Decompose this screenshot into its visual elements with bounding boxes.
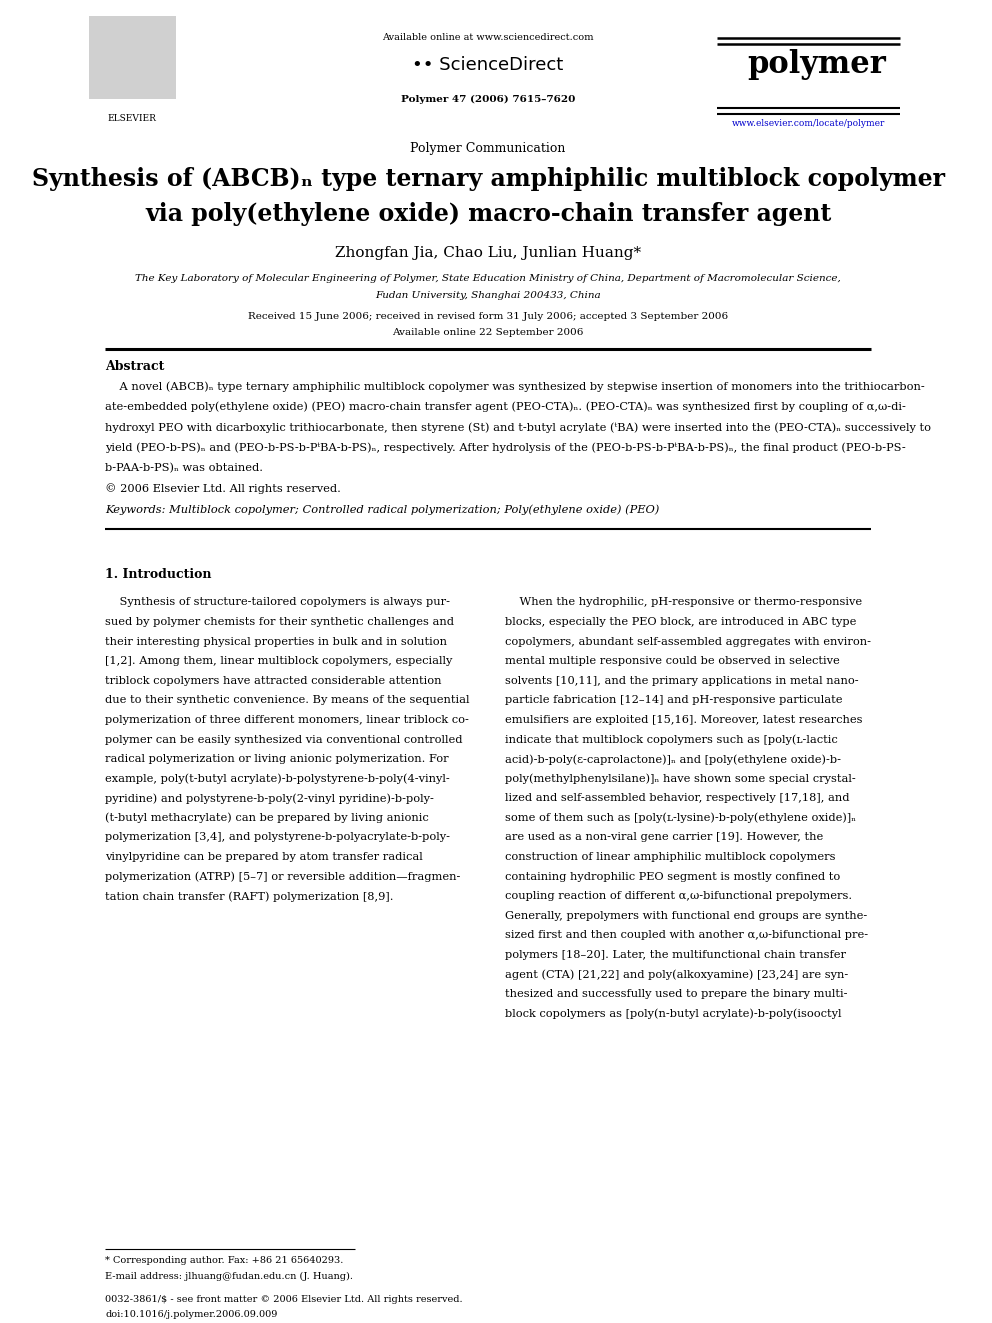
- Text: acid)-b-poly(ε-caprolactone)]ₙ and [poly(ethylene oxide)-b-: acid)-b-poly(ε-caprolactone)]ₙ and [poly…: [505, 754, 840, 765]
- Text: A novel (ABCB)ₙ type ternary amphiphilic multiblock copolymer was synthesized by: A novel (ABCB)ₙ type ternary amphiphilic…: [105, 381, 926, 392]
- Text: sued by polymer chemists for their synthetic challenges and: sued by polymer chemists for their synth…: [105, 617, 454, 627]
- Text: tation chain transfer (RAFT) polymerization [8,9].: tation chain transfer (RAFT) polymerizat…: [105, 892, 394, 902]
- Text: Fudan University, Shanghai 200433, China: Fudan University, Shanghai 200433, China: [375, 291, 601, 300]
- Text: Available online at www.sciencedirect.com: Available online at www.sciencedirect.co…: [382, 33, 594, 42]
- Text: (t-butyl methacrylate) can be prepared by living anionic: (t-butyl methacrylate) can be prepared b…: [105, 812, 430, 823]
- Text: polymerization (ATRP) [5–7] or reversible addition—fragmen-: polymerization (ATRP) [5–7] or reversibl…: [105, 872, 460, 882]
- Text: Available online 22 September 2006: Available online 22 September 2006: [393, 328, 583, 337]
- Text: mental multiple responsive could be observed in selective: mental multiple responsive could be obse…: [505, 656, 839, 667]
- Text: due to their synthetic convenience. By means of the sequential: due to their synthetic convenience. By m…: [105, 696, 470, 705]
- Text: © 2006 Elsevier Ltd. All rights reserved.: © 2006 Elsevier Ltd. All rights reserved…: [105, 483, 341, 495]
- Text: Polymer 47 (2006) 7615–7620: Polymer 47 (2006) 7615–7620: [401, 95, 575, 105]
- Text: via poly(ethylene oxide) macro-chain transfer agent: via poly(ethylene oxide) macro-chain tra…: [145, 202, 831, 226]
- Text: Abstract: Abstract: [105, 360, 165, 373]
- Text: yield (PEO-b-PS)ₙ and (PEO-b-PS-b-PᵗBA-b-PS)ₙ, respectively. After hydrolysis of: yield (PEO-b-PS)ₙ and (PEO-b-PS-b-PᵗBA-b…: [105, 442, 906, 452]
- Text: polymerization [3,4], and polystyrene-b-polyacrylate-b-poly-: polymerization [3,4], and polystyrene-b-…: [105, 832, 450, 843]
- Text: emulsifiers are exploited [15,16]. Moreover, latest researches: emulsifiers are exploited [15,16]. Moreo…: [505, 714, 862, 725]
- Text: polymer: polymer: [747, 49, 886, 79]
- Text: Synthesis of structure-tailored copolymers is always pur-: Synthesis of structure-tailored copolyme…: [105, 598, 450, 607]
- Text: sized first and then coupled with another α,ω-bifunctional pre-: sized first and then coupled with anothe…: [505, 930, 868, 941]
- Text: * Corresponding author. Fax: +86 21 65640293.: * Corresponding author. Fax: +86 21 6564…: [105, 1256, 344, 1265]
- Text: are used as a non-viral gene carrier [19]. However, the: are used as a non-viral gene carrier [19…: [505, 832, 823, 843]
- Text: polymerization of three different monomers, linear triblock co-: polymerization of three different monome…: [105, 714, 469, 725]
- Text: The Key Laboratory of Molecular Engineering of Polymer, State Education Ministry: The Key Laboratory of Molecular Engineer…: [135, 274, 841, 283]
- Text: E-mail address: jlhuang@fudan.edu.cn (J. Huang).: E-mail address: jlhuang@fudan.edu.cn (J.…: [105, 1271, 353, 1281]
- Text: vinylpyridine can be prepared by atom transfer radical: vinylpyridine can be prepared by atom tr…: [105, 852, 424, 863]
- Text: their interesting physical properties in bulk and in solution: their interesting physical properties in…: [105, 636, 447, 647]
- Bar: [88, 16, 177, 99]
- Text: •• ScienceDirect: •• ScienceDirect: [413, 56, 563, 74]
- Text: construction of linear amphiphilic multiblock copolymers: construction of linear amphiphilic multi…: [505, 852, 835, 863]
- Text: doi:10.1016/j.polymer.2006.09.009: doi:10.1016/j.polymer.2006.09.009: [105, 1310, 278, 1319]
- Text: radical polymerization or living anionic polymerization. For: radical polymerization or living anionic…: [105, 754, 449, 765]
- Text: coupling reaction of different α,ω-bifunctional prepolymers.: coupling reaction of different α,ω-bifun…: [505, 892, 852, 901]
- Text: Zhongfan Jia, Chao Liu, Junlian Huang*: Zhongfan Jia, Chao Liu, Junlian Huang*: [335, 246, 641, 261]
- Text: 0032-3861/$ - see front matter © 2006 Elsevier Ltd. All rights reserved.: 0032-3861/$ - see front matter © 2006 El…: [105, 1295, 463, 1304]
- Text: Polymer Communication: Polymer Communication: [411, 142, 565, 155]
- Text: indicate that multiblock copolymers such as [poly(ʟ-lactic: indicate that multiblock copolymers such…: [505, 734, 837, 745]
- Text: solvents [10,11], and the primary applications in metal nano-: solvents [10,11], and the primary applic…: [505, 676, 858, 685]
- Text: 1. Introduction: 1. Introduction: [105, 569, 212, 581]
- Text: hydroxyl PEO with dicarboxylic trithiocarbonate, then styrene (St) and t-butyl a: hydroxyl PEO with dicarboxylic trithioca…: [105, 422, 931, 433]
- Text: When the hydrophilic, pH-responsive or thermo-responsive: When the hydrophilic, pH-responsive or t…: [505, 598, 862, 607]
- Text: polymers [18–20]. Later, the multifunctional chain transfer: polymers [18–20]. Later, the multifuncti…: [505, 950, 846, 960]
- Text: blocks, especially the PEO block, are introduced in ABC type: blocks, especially the PEO block, are in…: [505, 617, 856, 627]
- Text: example, poly(t-butyl acrylate)-b-polystyrene-b-poly(4-vinyl-: example, poly(t-butyl acrylate)-b-polyst…: [105, 774, 450, 785]
- Text: [1,2]. Among them, linear multiblock copolymers, especially: [1,2]. Among them, linear multiblock cop…: [105, 656, 452, 667]
- Text: thesized and successfully used to prepare the binary multi-: thesized and successfully used to prepar…: [505, 990, 847, 999]
- Text: agent (CTA) [21,22] and poly(alkoxyamine) [23,24] are syn-: agent (CTA) [21,22] and poly(alkoxyamine…: [505, 970, 848, 980]
- Text: ELSEVIER: ELSEVIER: [107, 114, 157, 123]
- Text: containing hydrophilic PEO segment is mostly confined to: containing hydrophilic PEO segment is mo…: [505, 872, 840, 881]
- Text: Received 15 June 2006; received in revised form 31 July 2006; accepted 3 Septemb: Received 15 June 2006; received in revis…: [248, 312, 728, 321]
- Text: copolymers, abundant self-assembled aggregates with environ-: copolymers, abundant self-assembled aggr…: [505, 636, 871, 647]
- Text: some of them such as [poly(ʟ-lysine)-b-poly(ethylene oxide)]ₙ: some of them such as [poly(ʟ-lysine)-b-p…: [505, 812, 856, 823]
- Text: Generally, prepolymers with functional end groups are synthe-: Generally, prepolymers with functional e…: [505, 910, 867, 921]
- Text: Keywords: Multiblock copolymer; Controlled radical polymerization; Poly(ethylene: Keywords: Multiblock copolymer; Controll…: [105, 504, 660, 515]
- Text: poly(methylphenylsilane)]ₙ have shown some special crystal-: poly(methylphenylsilane)]ₙ have shown so…: [505, 774, 855, 785]
- Text: b-PAA-b-PS)ₙ was obtained.: b-PAA-b-PS)ₙ was obtained.: [105, 463, 264, 474]
- Text: Synthesis of (ABCB)ₙ type ternary amphiphilic multiblock copolymer: Synthesis of (ABCB)ₙ type ternary amphip…: [32, 167, 944, 191]
- Text: polymer can be easily synthesized via conventional controlled: polymer can be easily synthesized via co…: [105, 734, 463, 745]
- Text: particle fabrication [12–14] and pH-responsive particulate: particle fabrication [12–14] and pH-resp…: [505, 696, 842, 705]
- Text: ate-embedded poly(ethylene oxide) (PEO) macro-chain transfer agent (PEO-CTA)ₙ. (: ate-embedded poly(ethylene oxide) (PEO) …: [105, 402, 907, 411]
- Text: block copolymers as [poly(n-butyl acrylate)-b-poly(isooctyl: block copolymers as [poly(n-butyl acryla…: [505, 1008, 841, 1019]
- Text: www.elsevier.com/locate/polymer: www.elsevier.com/locate/polymer: [732, 119, 885, 128]
- Text: triblock copolymers have attracted considerable attention: triblock copolymers have attracted consi…: [105, 676, 441, 685]
- Text: lized and self-assembled behavior, respectively [17,18], and: lized and self-assembled behavior, respe…: [505, 794, 849, 803]
- Text: pyridine) and polystyrene-b-poly(2-vinyl pyridine)-b-poly-: pyridine) and polystyrene-b-poly(2-vinyl…: [105, 794, 434, 804]
